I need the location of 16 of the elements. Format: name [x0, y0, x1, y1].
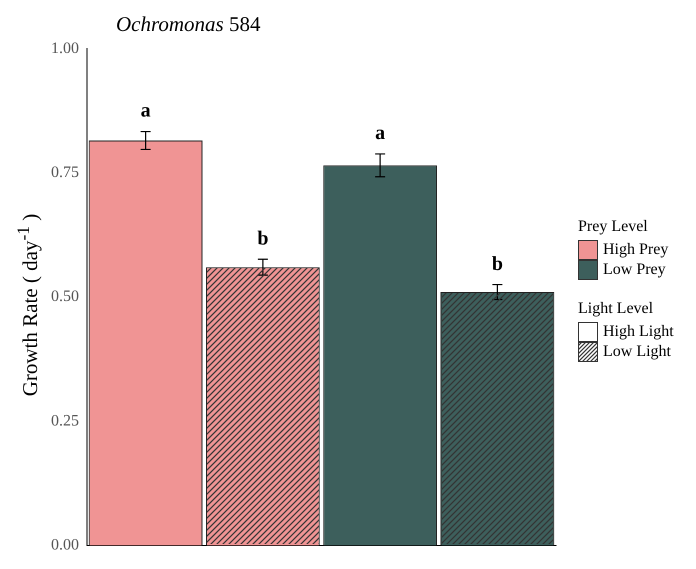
legend-title: Light Level	[578, 300, 654, 318]
y-tick-label: 0.25	[51, 412, 79, 430]
y-tick-label: 0.50	[51, 288, 79, 306]
y-tick-label: 1.00	[51, 40, 79, 57]
text: High Prey	[603, 241, 668, 259]
text: Low Prey	[603, 261, 666, 279]
annotation: a	[140, 100, 151, 122]
y-tick-label: 0.00	[51, 536, 79, 554]
text: High Light	[603, 323, 674, 341]
annotation: b	[492, 252, 503, 275]
annotation: b	[257, 227, 268, 250]
text: Prey Level	[578, 218, 649, 236]
annotation: a	[375, 122, 386, 144]
y-tick-label: 0.75	[51, 164, 79, 182]
text: Low Light	[603, 343, 671, 361]
chart-title: Ochromonas 584	[116, 12, 260, 37]
